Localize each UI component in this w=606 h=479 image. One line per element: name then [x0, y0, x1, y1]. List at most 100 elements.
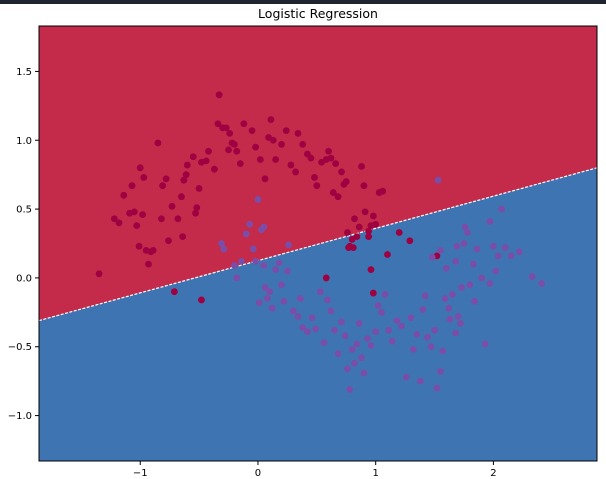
point-class-1 — [478, 274, 486, 282]
point-class-1 — [434, 176, 442, 184]
y-tick-label: 0.5 — [16, 205, 32, 216]
point-class-0 — [313, 182, 321, 190]
point-class-0 — [178, 193, 185, 201]
point-class-1 — [442, 264, 450, 272]
point-class-1 — [255, 299, 263, 307]
point-class-0 — [269, 136, 277, 144]
point-class-0 — [261, 175, 269, 183]
point-class-1 — [233, 274, 241, 282]
point-class-1 — [417, 377, 424, 385]
point-class-0 — [159, 182, 167, 190]
point-class-0 — [332, 160, 340, 168]
point-class-1 — [419, 306, 427, 313]
point-class-0 — [168, 202, 176, 210]
point-class-1 — [409, 346, 417, 353]
point-class-0 — [395, 229, 403, 236]
point-class-0 — [311, 174, 318, 181]
point-class-1 — [308, 314, 316, 322]
point-class-1 — [218, 240, 225, 247]
point-class-1 — [360, 369, 368, 377]
point-class-1 — [353, 340, 361, 348]
point-class-1 — [494, 252, 502, 260]
point-class-0 — [344, 229, 351, 236]
point-class-0 — [327, 154, 335, 162]
point-class-1 — [296, 295, 304, 302]
point-class-0 — [256, 156, 264, 163]
point-class-1 — [261, 284, 269, 291]
point-class-1 — [285, 241, 292, 249]
point-class-0 — [355, 223, 363, 231]
point-class-1 — [324, 296, 331, 304]
point-class-0 — [372, 220, 380, 228]
point-class-1 — [431, 326, 438, 334]
point-class-0 — [292, 168, 300, 176]
point-class-1 — [374, 302, 382, 309]
x-tick-label: −1 — [133, 468, 148, 479]
point-class-0 — [365, 227, 373, 235]
point-class-1 — [507, 252, 515, 260]
point-class-0 — [149, 246, 157, 254]
point-class-1 — [486, 218, 494, 225]
point-class-0 — [145, 260, 152, 268]
point-class-1 — [453, 242, 461, 250]
axes-frame — [38, 25, 598, 462]
point-class-1 — [220, 245, 228, 253]
point-class-1 — [260, 223, 268, 231]
point-class-1 — [260, 262, 268, 269]
point-class-0 — [130, 208, 138, 216]
point-class-1 — [351, 359, 358, 367]
point-class-1 — [348, 346, 356, 353]
point-class-0 — [252, 143, 260, 151]
point-class-1 — [294, 313, 302, 320]
point-class-1 — [388, 337, 396, 345]
y-tick-label: 1.0 — [16, 136, 32, 147]
point-class-0 — [233, 147, 241, 155]
point-class-0 — [334, 193, 342, 201]
point-class-0 — [133, 222, 141, 230]
point-class-1 — [341, 332, 349, 340]
point-class-0 — [361, 208, 369, 216]
point-class-1 — [263, 295, 271, 302]
point-class-1 — [402, 373, 410, 381]
point-class-1 — [446, 315, 454, 323]
point-class-0 — [294, 129, 302, 137]
point-class-1 — [381, 291, 389, 298]
point-class-1 — [249, 245, 257, 253]
point-class-1 — [464, 229, 471, 236]
point-class-1 — [393, 317, 401, 324]
point-class-1 — [280, 297, 288, 305]
point-class-1 — [327, 307, 335, 315]
point-class-1 — [283, 267, 291, 275]
point-class-0 — [140, 174, 148, 181]
point-class-1 — [486, 280, 494, 287]
point-class-1 — [490, 242, 497, 250]
point-class-1 — [238, 257, 245, 265]
point-class-1 — [428, 253, 436, 261]
point-class-0 — [192, 209, 199, 217]
point-class-1 — [364, 335, 371, 342]
point-class-1 — [358, 354, 365, 362]
point-class-0 — [139, 211, 146, 218]
point-class-1 — [355, 319, 363, 327]
point-class-1 — [299, 324, 307, 331]
point-class-1 — [272, 266, 280, 274]
point-class-0 — [325, 147, 332, 155]
point-class-1 — [312, 325, 320, 333]
blue-region — [39, 167, 597, 462]
x-tick-label: 2 — [490, 468, 496, 479]
point-class-0 — [342, 178, 350, 185]
point-class-0 — [205, 147, 212, 155]
window-top-bar — [0, 0, 606, 4]
point-class-1 — [344, 365, 351, 373]
point-class-1 — [433, 384, 441, 392]
point-class-0 — [110, 215, 118, 223]
point-class-1 — [441, 295, 449, 302]
point-class-1 — [528, 273, 536, 280]
point-class-0 — [225, 146, 232, 154]
point-class-0 — [226, 129, 234, 137]
point-class-0 — [358, 163, 365, 170]
point-class-0 — [115, 219, 123, 227]
point-class-1 — [424, 333, 431, 341]
point-class-1 — [338, 318, 345, 326]
point-class-0 — [202, 157, 210, 165]
